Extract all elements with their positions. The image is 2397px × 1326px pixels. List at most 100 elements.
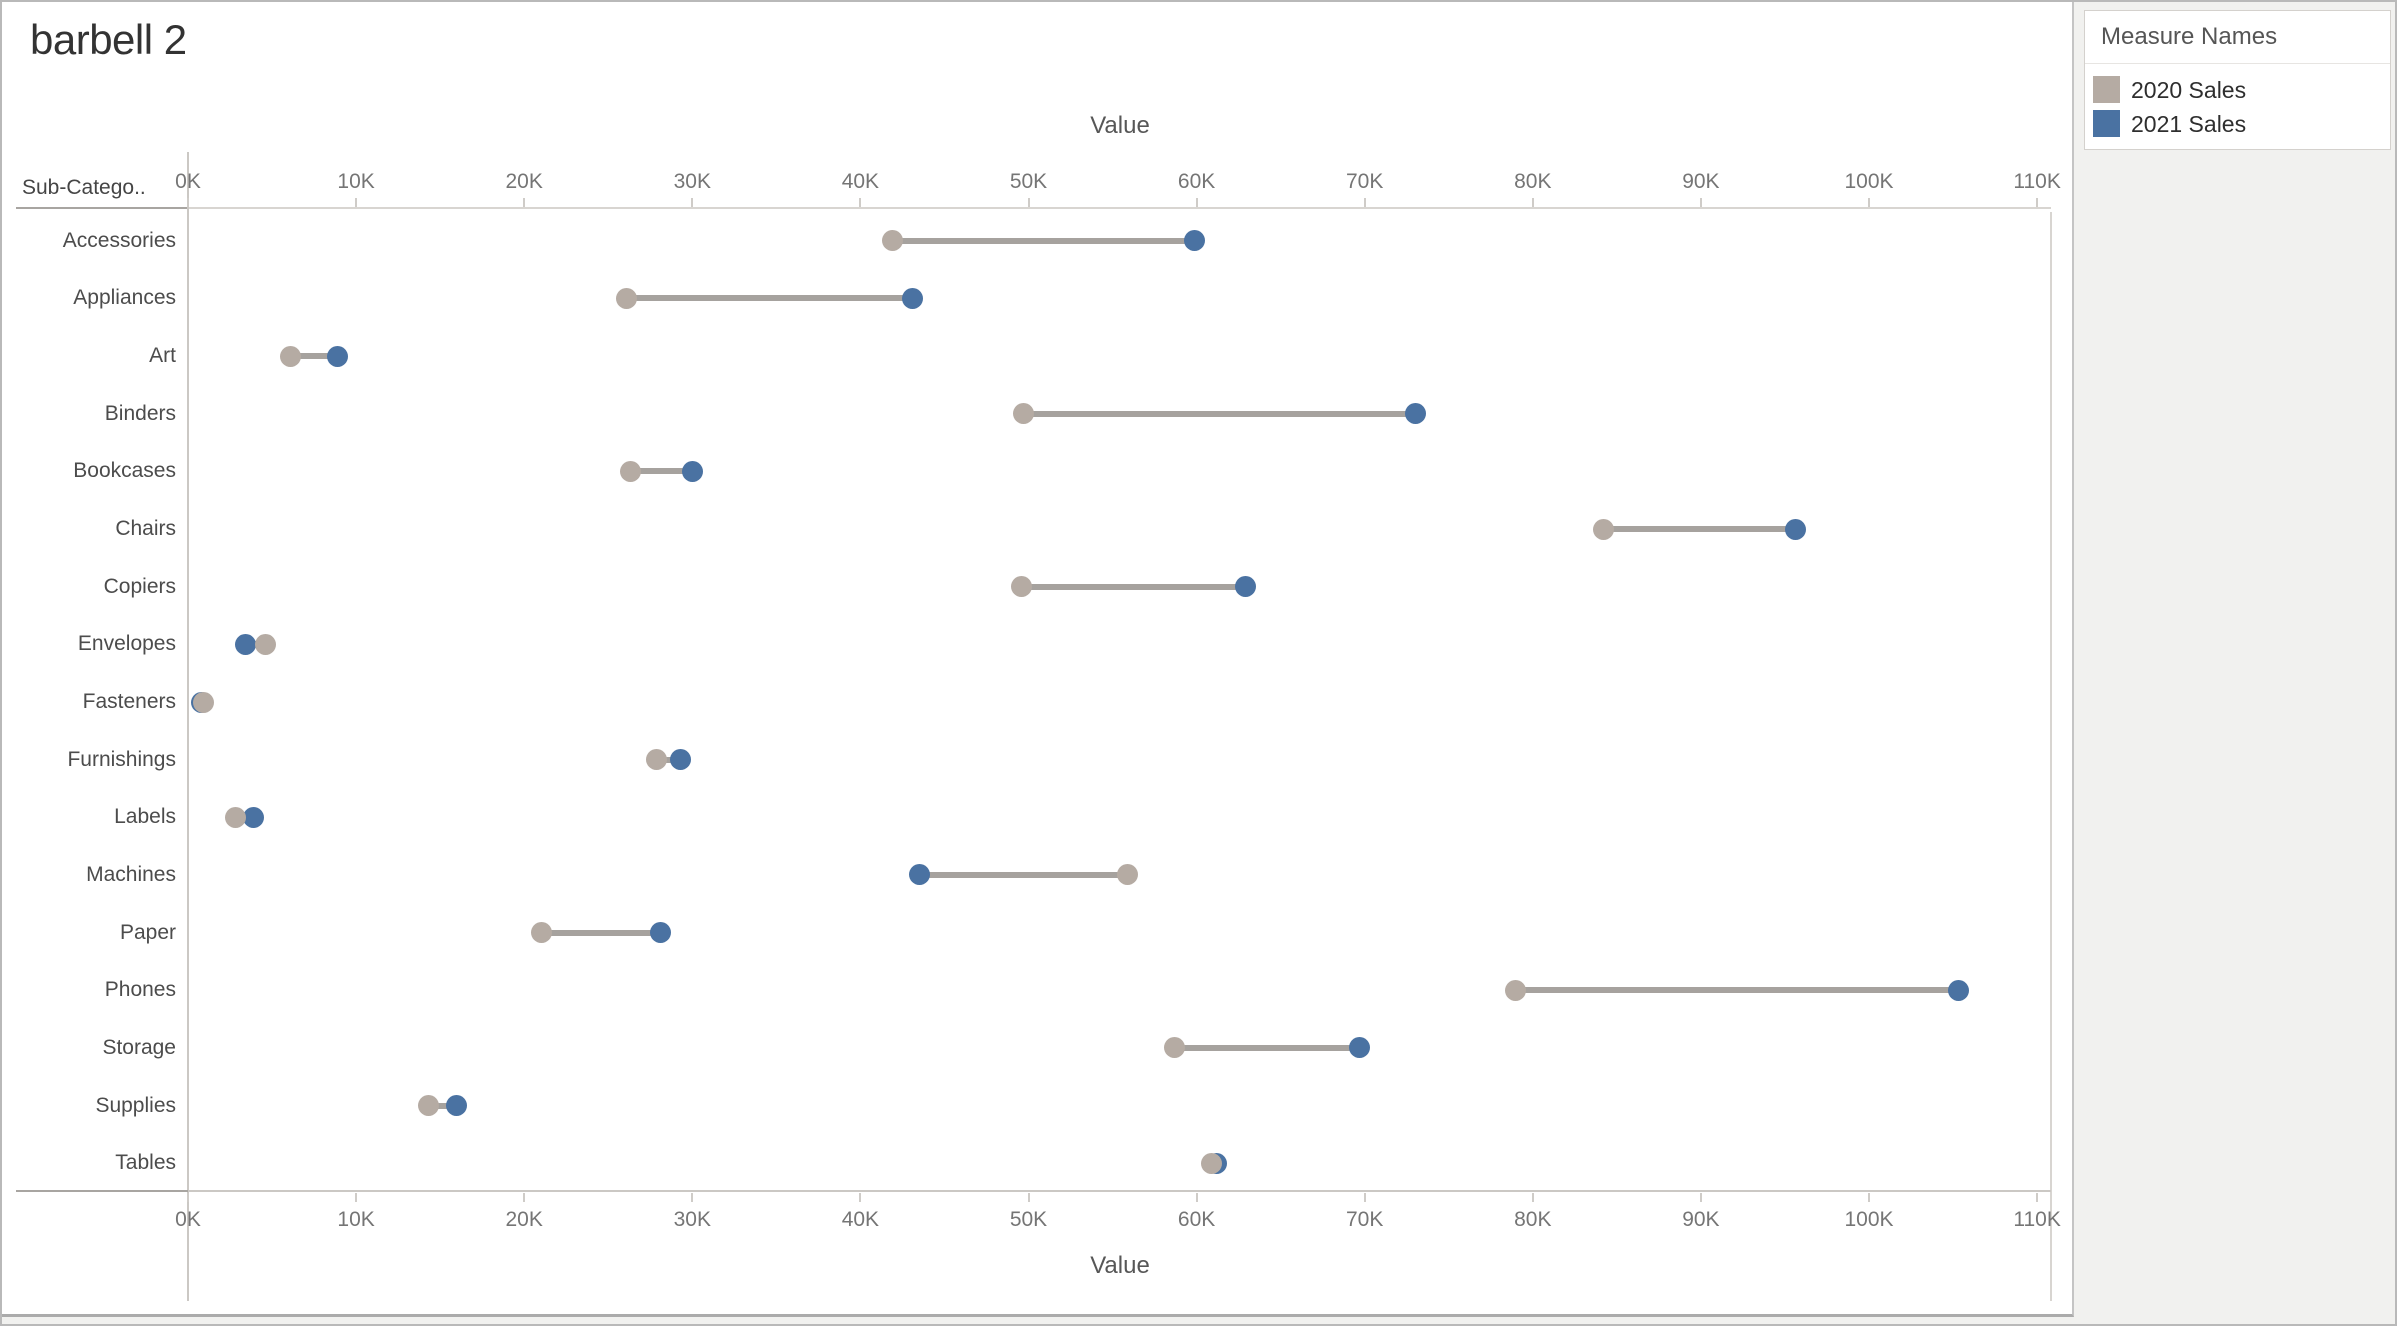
bottom-axis-tick-mark <box>1027 1193 1030 1202</box>
mark-2021-sales[interactable] <box>1947 979 1969 1001</box>
top-axis-tick-label: 60K <box>1177 170 1216 193</box>
top-axis-tick-label: 0K <box>175 170 201 193</box>
mark-2020-sales[interactable] <box>1117 864 1139 886</box>
row-label[interactable]: Tables <box>115 1151 176 1175</box>
mark-2021-sales[interactable] <box>649 922 671 944</box>
connector-line <box>919 871 1128 878</box>
bottom-axis-tick-label: 30K <box>673 1208 711 1231</box>
top-axis-tick-label: 30K <box>673 170 711 193</box>
row-label[interactable]: Chairs <box>115 517 176 541</box>
mark-2020-sales[interactable] <box>619 460 641 482</box>
mark-2020-sales[interactable] <box>1164 1037 1186 1059</box>
bottom-axis-tick-mark <box>355 1193 358 1202</box>
mark-2021-sales[interactable] <box>902 287 923 309</box>
legend-item-label: 2021 Sales <box>2131 111 2247 137</box>
mark-2020-sales[interactable] <box>254 633 276 655</box>
bottom-axis-tick-label: 90K <box>1682 1208 1720 1231</box>
row-label[interactable]: Furnishings <box>67 747 176 771</box>
mark-2021-sales[interactable] <box>1784 518 1806 540</box>
top-axis-title: Value <box>1090 112 1150 139</box>
bottom-axis-line-main <box>188 1190 2051 1192</box>
connector-line <box>1023 410 1416 417</box>
row-label[interactable]: Binders <box>104 401 176 425</box>
connector-line <box>892 237 1195 244</box>
mark-2021-sales[interactable] <box>908 864 930 886</box>
top-axis-tick-label: 40K <box>841 170 880 193</box>
connector-line <box>656 756 681 763</box>
legend-item-label: 2020 Sales <box>2131 77 2247 103</box>
right-plot-border <box>2050 212 2052 1301</box>
top-axis-tick-mark <box>1363 198 1366 207</box>
mark-2021-sales[interactable] <box>327 345 349 367</box>
top-axis-tick-mark <box>1531 198 1534 207</box>
top-axis-tick-mark <box>355 198 358 207</box>
bottom-axis-tick-mark <box>1531 1193 1534 1202</box>
row-label[interactable]: Accessories <box>62 228 176 252</box>
connector-line <box>626 295 913 302</box>
mark-2020-sales[interactable] <box>646 749 668 771</box>
bottom-axis-title: Value <box>1090 1252 1150 1279</box>
mark-2020-sales[interactable] <box>1201 1152 1223 1174</box>
bottom-axis-tick-label: 20K <box>505 1208 543 1231</box>
mark-2020-sales[interactable] <box>530 922 552 944</box>
top-axis-tick-mark <box>1027 198 1030 207</box>
mark-2020-sales[interactable] <box>280 345 302 367</box>
bottom-axis-tick-mark <box>1195 1193 1198 1202</box>
top-axis-tick-mark <box>859 198 862 207</box>
header-underline-main <box>188 207 2051 209</box>
row-label[interactable]: Copiers <box>103 574 176 598</box>
legend-item-2021-sales[interactable]: 2021 Sales <box>2085 107 2390 141</box>
row-label[interactable]: Phones <box>104 978 176 1002</box>
bottom-axis-tick-label: 10K <box>337 1208 375 1231</box>
mark-2020-sales[interactable] <box>224 806 246 828</box>
mark-2020-sales[interactable] <box>616 287 638 309</box>
top-axis-tick-mark <box>523 198 526 207</box>
mark-2020-sales[interactable] <box>192 691 214 713</box>
bottom-axis-tick-label: 80K <box>1514 1208 1552 1231</box>
connector-line <box>290 353 338 360</box>
mark-2021-sales[interactable] <box>243 806 265 828</box>
top-axis-tick-mark <box>1868 198 1870 207</box>
mark-2021-sales[interactable] <box>1234 576 1256 598</box>
top-axis-tick-label: 50K <box>1009 170 1048 193</box>
row-label[interactable]: Art <box>149 344 176 368</box>
row-label[interactable]: Paper <box>119 920 176 944</box>
mark-2020-sales[interactable] <box>1012 403 1034 425</box>
bottom-axis-tick-mark <box>1868 1193 1870 1202</box>
mark-2021-sales[interactable] <box>234 633 256 655</box>
legend-separator <box>2085 63 2390 64</box>
header-underline-left <box>16 207 188 209</box>
legend-swatch <box>2093 76 2120 103</box>
mark-2021-sales[interactable] <box>446 1095 468 1117</box>
connector-line <box>1174 1044 1360 1051</box>
mark-2021-sales[interactable] <box>1184 230 1206 252</box>
legend-item-2020-sales[interactable]: 2020 Sales <box>2085 73 2390 107</box>
mark-2021-sales[interactable] <box>1404 403 1426 425</box>
row-label[interactable]: Fasteners <box>82 689 176 713</box>
top-axis-tick-label: 10K <box>337 170 375 193</box>
chart-title: barbell 2 <box>30 16 187 63</box>
mark-2020-sales[interactable] <box>1011 576 1033 598</box>
row-label[interactable]: Bookcases <box>73 459 176 483</box>
row-label[interactable]: Machines <box>86 862 176 886</box>
mark-2021-sales[interactable] <box>1349 1037 1371 1059</box>
legend-card: Measure Names 2020 Sales 2021 Sales <box>2084 10 2391 150</box>
connector-line <box>541 929 661 936</box>
row-label[interactable]: Envelopes <box>77 632 176 656</box>
bottom-axis-tick-mark <box>2036 1193 2039 1202</box>
connector-line <box>428 1102 457 1109</box>
mark-2020-sales[interactable] <box>1592 518 1614 540</box>
row-label[interactable]: Appliances <box>73 286 176 310</box>
chart-card: barbell 2 Value Sub-Catego.. Value 0K 0K 1… <box>2 2 2074 1317</box>
row-label[interactable]: Supplies <box>95 1093 176 1117</box>
row-label[interactable]: Labels <box>114 805 176 829</box>
row-label[interactable]: Storage <box>102 1035 176 1059</box>
mark-2021-sales[interactable] <box>681 460 703 482</box>
mark-2020-sales[interactable] <box>1505 979 1527 1001</box>
mark-2020-sales[interactable] <box>417 1095 439 1117</box>
mark-2020-sales[interactable] <box>881 230 903 252</box>
bottom-axis-tick-mark <box>187 1193 189 1202</box>
row-axis-header[interactable]: Sub-Catego.. <box>22 176 146 199</box>
mark-2021-sales[interactable] <box>670 749 692 771</box>
